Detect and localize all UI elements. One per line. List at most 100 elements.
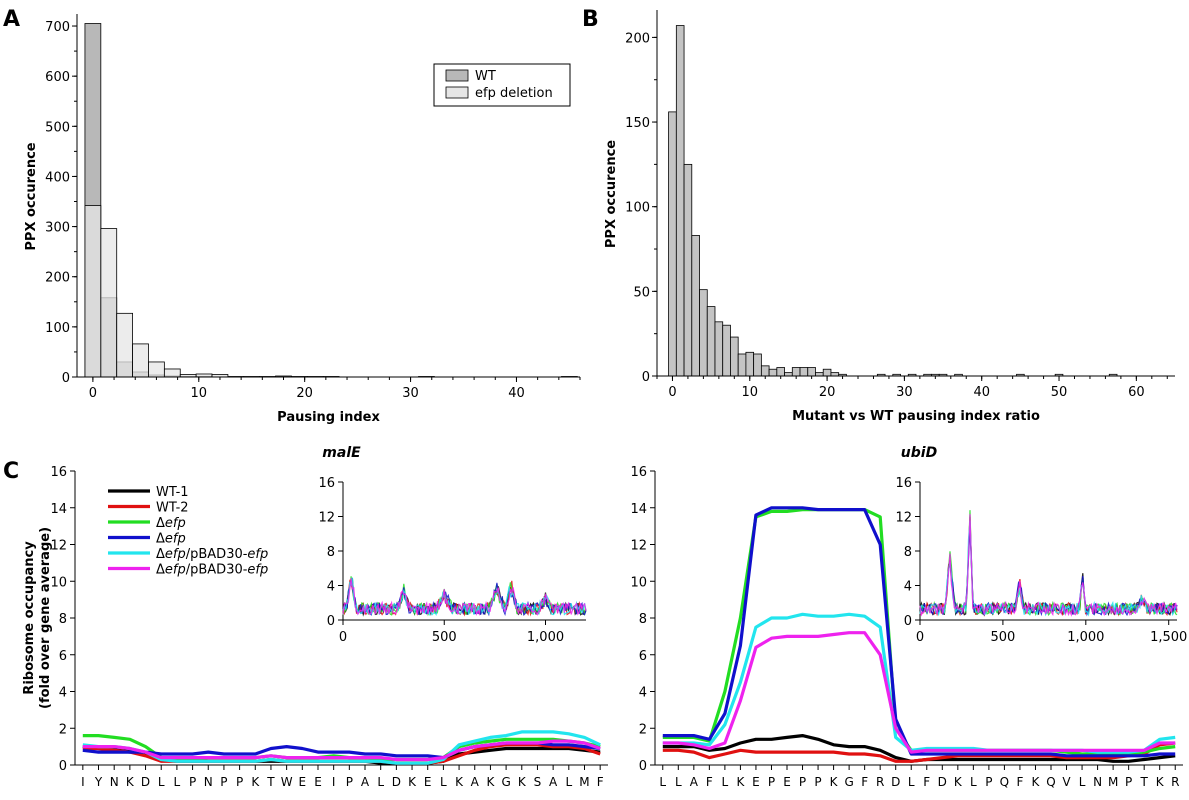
chart-c-male-inset-trace-6	[342, 578, 587, 617]
chart-c-ubid-series-line-4	[662, 506, 1176, 758]
chart-c-male-y-axis-label: Ribosome occupancy	[22, 541, 37, 695]
chart-c-male-x-tick-label: K	[408, 775, 417, 789]
chart-c-male-x-tick-label: L	[565, 775, 572, 789]
chart-c-male-x-tick-label: K	[251, 775, 260, 789]
chart-c-ubid-inset-x-tick-label: 1,500	[1150, 630, 1187, 645]
chart-c-male-inset-y-tick-label: 16	[318, 476, 335, 491]
chart-c-male-y-tick-label: 6	[59, 649, 67, 664]
chart-a-legend-label: efp deletion	[475, 86, 553, 101]
chart-a-y-tick-label: 100	[45, 321, 70, 336]
chart-c-ubid-y-tick-label: 2	[639, 722, 647, 737]
chart-c-male-x-tick-label: L	[440, 775, 447, 789]
chart-b-bar-s1	[768, 368, 778, 377]
panel-label-a: A	[3, 7, 20, 32]
chart-c-ubid-title: ubiD	[901, 445, 937, 461]
chart-b-y-tick-label: 100	[625, 201, 650, 216]
chart-c-ubid-y-tick-label: 4	[639, 686, 647, 701]
chart-b-bar-s1	[714, 321, 724, 377]
chart-c-ubid-x-tick-label: G	[844, 775, 853, 789]
chart-c-ubid-inset-trace-2	[919, 516, 1178, 617]
chart-c-ubid-inset-trace-5	[919, 520, 1178, 617]
chart-a-bar-s2	[163, 368, 181, 378]
chart-b-x-axis-label: Mutant vs WT pausing index ratio	[792, 409, 1040, 424]
chart-b-bar-s1	[799, 367, 809, 377]
chart-a-bar-s2	[84, 205, 102, 378]
chart-b-bar-s1	[760, 365, 770, 377]
chart-b-bar-s1	[822, 368, 832, 377]
chart-c-male-x-tick-label: P	[346, 775, 353, 789]
chart-a-y-tick-label: 300	[45, 221, 70, 236]
chart-c-male-inset-x-tick-label: 0	[339, 630, 347, 645]
chart-b-bar-s1	[706, 306, 716, 377]
chart-c-ubid-x-tick-label: R	[876, 775, 884, 789]
chart-a-legend-swatch	[445, 86, 469, 99]
chart-c-ubid-x-tick-label: Q	[1046, 775, 1055, 789]
chart-c-ubid-series-line-2	[662, 741, 1176, 763]
chart-a-y-tick-label: 400	[45, 170, 70, 185]
chart-b-bar-s1	[830, 372, 840, 377]
chart-c-ubid-x-tick-label: F	[861, 775, 868, 789]
chart-b-x-tick-label: 30	[896, 385, 913, 400]
chart-c-ubid-x-tick-label: Q	[1000, 775, 1009, 789]
chart-c-male-x-tick-label: E	[314, 775, 322, 789]
chart-c-ubid-x-tick-label: K	[830, 775, 839, 789]
chart-c-ubid-inset-x-tick-label: 500	[990, 630, 1015, 645]
chart-c-ubid-x-tick-label: L	[970, 775, 977, 789]
chart-c-ubid-x-tick-label: D	[891, 775, 900, 789]
chart-c-ubid-x-tick-label: E	[752, 775, 760, 789]
chart-c-ubid-x-tick-label: P	[799, 775, 806, 789]
chart-c-male-x-tick-label: T	[266, 775, 275, 789]
chart-c-ubid-x-tick-label: E	[783, 775, 791, 789]
chart-b-bar-s1	[668, 111, 677, 377]
chart-c-legend-label: Δefp	[156, 532, 186, 547]
chart-c-male-inset-y-tick-label: 8	[327, 545, 335, 560]
chart-c-legend-label: Δefp	[156, 516, 186, 531]
chart-c-male-x-tick-label: L	[158, 775, 165, 789]
chart-c-male-y-axis-label-line2: (fold over gene average)	[38, 527, 53, 709]
chart-c-ubid-inset-x-tick-label: 0	[916, 630, 924, 645]
chart-c-male-x-tick-label: A	[549, 775, 558, 789]
chart-b-bar-s1	[745, 351, 755, 377]
chart-c-ubid-y-tick-label: 12	[630, 539, 647, 554]
chart-a-bar-s2	[132, 343, 149, 378]
chart-c-ubid-inset-y-tick-label: 8	[904, 545, 912, 560]
chart-c-ubid-x-tick-label: L	[659, 775, 666, 789]
chart-c-ubid-x-tick-label: N	[1093, 775, 1102, 789]
chart-a-x-tick-label: 10	[191, 386, 208, 401]
chart-c-ubid-x-tick-label: P	[1125, 775, 1132, 789]
chart-c-ubid-x-tick-label: K	[1156, 775, 1165, 789]
chart-c-male-x-tick-label: S	[534, 775, 542, 789]
chart-a-x-tick-label: 30	[402, 386, 419, 401]
chart-c-ubid-y-tick-label: 14	[630, 502, 647, 517]
chart-a-bar-s2	[148, 361, 165, 378]
chart-c-legend-label: Δefp/pBAD30-efp	[156, 563, 268, 578]
chart-c-male-y-tick-label: 2	[59, 722, 67, 737]
chart-c-ubid-x-tick-label: V	[1062, 775, 1071, 789]
chart-c-ubid-y-tick-label: 8	[639, 612, 647, 627]
chart-a-x-tick-label: 40	[508, 386, 525, 401]
chart-b-bar-s1	[791, 367, 801, 377]
chart-c-male-series-line-6	[82, 739, 601, 762]
chart-c-male-title: malE	[322, 445, 361, 461]
chart-b-y-tick-label: 0	[642, 370, 650, 385]
chart-c-male-x-tick-label: P	[220, 775, 227, 789]
chart-c-ubid-x-tick-label: M	[1108, 775, 1118, 789]
chart-b-bar-s1	[737, 353, 747, 377]
chart-c-male-y-tick-label: 14	[50, 502, 67, 517]
chart-c-ubid-y-tick-label: 0	[639, 759, 647, 774]
chart-c-ubid-inset-y-tick-label: 12	[895, 511, 912, 526]
chart-c-ubid-inset-trace-3	[919, 510, 1178, 617]
chart-c-ubid-inset-trace-1	[919, 522, 1178, 617]
chart-c-ubid-x-tick-label: K	[736, 775, 745, 789]
chart-c-male-x-tick-label: L	[174, 775, 181, 789]
chart-c-legend-label: WT-1	[156, 485, 189, 500]
chart-a-y-axis-label: PPX occurence	[24, 142, 39, 250]
chart-b-y-axis-label: PPX occurence	[604, 140, 619, 248]
chart-c-ubid-x-tick-label: L	[675, 775, 682, 789]
chart-c-legend-label: WT-2	[156, 501, 189, 516]
chart-c-ubid-y-tick-label: 6	[639, 649, 647, 664]
chart-c-ubid-x-tick-label: F	[1016, 775, 1023, 789]
chart-c-male-x-tick-label: E	[299, 775, 307, 789]
chart-c-ubid-x-tick-label: L	[908, 775, 915, 789]
chart-c-male-x-tick-label: P	[189, 775, 196, 789]
